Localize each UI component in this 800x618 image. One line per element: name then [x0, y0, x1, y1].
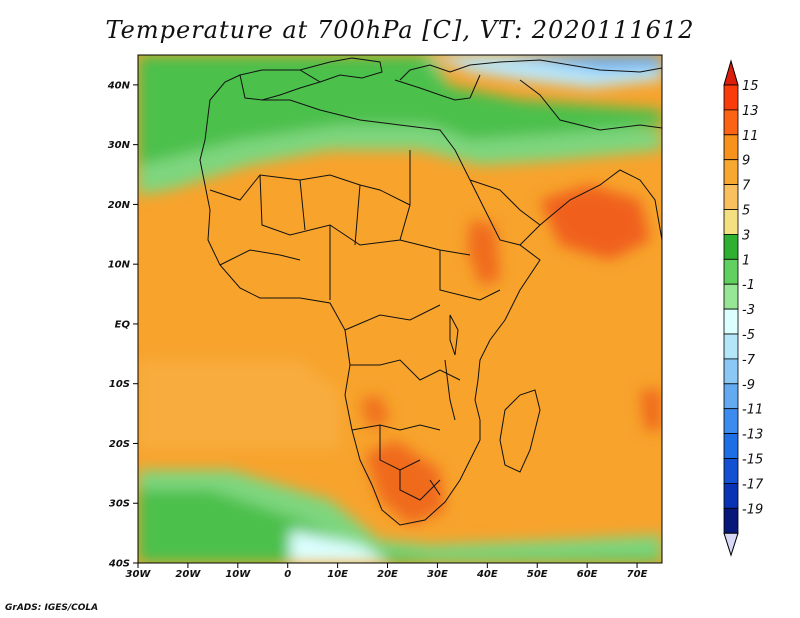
colorbar-swatch — [723, 507, 739, 534]
map-axes: 30W 20W 10W 0 10E 20E 30E 40E 50E 60E 70E 40N 30N 20N… — [107, 80, 648, 580]
colorbar-swatch — [723, 308, 739, 335]
lon-tick-label: 30W — [126, 569, 152, 580]
colorbar-label: 13 — [742, 104, 759, 119]
colorbar-label: -1 — [742, 278, 755, 293]
colorbar-swatch — [723, 482, 739, 509]
colorbar-label: -3 — [742, 303, 755, 318]
lon-tick-label: 10W — [225, 569, 251, 580]
grads-credit: GrADS: IGES/COLA — [5, 603, 99, 613]
colorbar-label: 9 — [742, 154, 750, 169]
lat-tick-label: 30N — [108, 140, 131, 151]
colorbar-swatch — [723, 258, 739, 285]
lon-tick-label: 50E — [527, 569, 548, 580]
colorbar-top-cap — [723, 59, 739, 86]
colorbar-label: -15 — [742, 453, 763, 468]
colorbar-label: -11 — [742, 403, 763, 418]
lat-tick-label: 10S — [109, 379, 130, 390]
colorbar-label: -9 — [742, 378, 755, 393]
lat-tick-label: 40N — [107, 80, 131, 91]
plot-frame — [137, 54, 663, 564]
lon-tick-label: 20W — [175, 569, 201, 580]
lat-tick-label: EQ — [115, 319, 131, 330]
colorbar-label: -7 — [742, 353, 756, 368]
colorbar-swatch — [723, 458, 739, 484]
coastline-borders — [199, 57, 662, 526]
lon-tick-label: 30E — [427, 569, 448, 580]
lon-tick-label: 40E — [476, 569, 498, 580]
colorbar-swatch — [723, 159, 739, 185]
colorbar-label: 15 — [742, 79, 759, 94]
lon-tick-label: 20E — [377, 569, 398, 580]
colorbar-swatch — [723, 283, 739, 310]
colorbar-label: 7 — [742, 179, 751, 194]
lat-tick-label: 20S — [109, 439, 130, 450]
colorbar-bottom-cap — [723, 532, 739, 557]
colorbar-swatch — [723, 408, 739, 435]
colorbar-label: -13 — [742, 428, 763, 443]
colorbar-swatch — [723, 233, 739, 260]
lat-tick-label: 10N — [108, 260, 131, 271]
colorbar-swatch — [723, 358, 739, 385]
colorbar-label: 3 — [742, 228, 750, 243]
colorbar-label: 11 — [742, 129, 759, 144]
lon-tick-label: 10E — [327, 569, 348, 580]
colorbar-swatch — [723, 184, 739, 210]
lon-tick-label: 70E — [627, 569, 648, 580]
temperature-field — [138, 55, 662, 563]
colorbar-label: -5 — [742, 328, 755, 343]
colorbar-label: -17 — [742, 477, 764, 492]
colorbar-swatch — [723, 84, 739, 111]
lat-tick-label: 40S — [108, 559, 130, 570]
colorbar-swatch — [723, 383, 739, 410]
colorbar: 15 13 11 9 7 5 3 1 -1 -3 -5 -7 -9 -11 -13 -15 -17 -19 — [723, 59, 764, 557]
colorbar-swatch — [723, 134, 739, 161]
colorbar-swatch — [723, 433, 739, 459]
colorbar-swatch — [723, 209, 739, 235]
lat-tick-label: 20N — [108, 200, 131, 211]
colorbar-label: 5 — [742, 204, 750, 219]
colorbar-swatch — [723, 333, 739, 360]
lat-tick-label: 30S — [109, 499, 130, 510]
colorbar-label: -19 — [742, 502, 763, 517]
lon-tick-label: 0 — [284, 569, 291, 580]
colorbar-label: 1 — [742, 253, 750, 268]
lon-tick-label: 60E — [577, 569, 598, 580]
map-title: Temperature at 700hPa [C], VT: 202011161… — [105, 16, 695, 44]
colorbar-swatch — [723, 109, 739, 136]
